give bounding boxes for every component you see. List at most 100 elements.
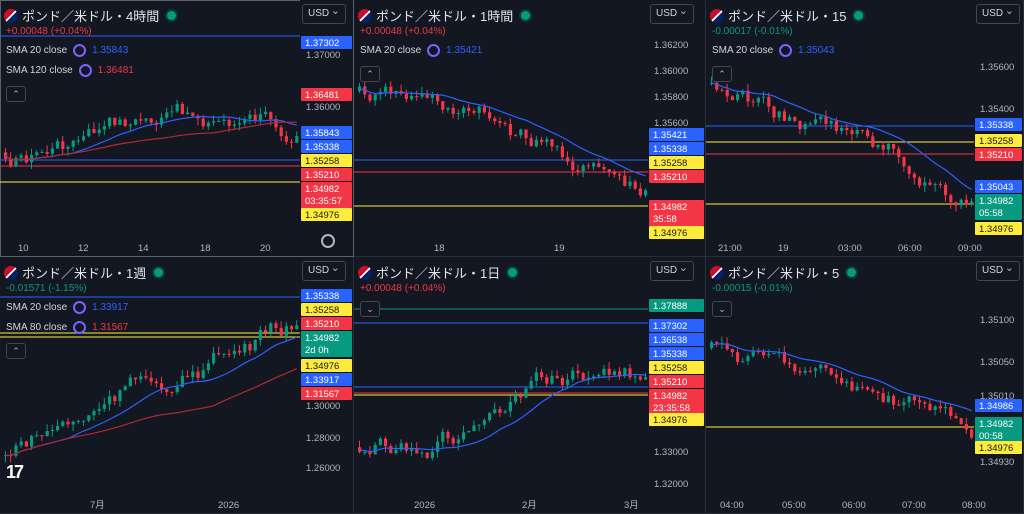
indicator-legend-row[interactable]: SMA 20 close 1.35043 bbox=[712, 44, 834, 57]
price-tag[interactable] bbox=[649, 170, 704, 183]
indicator-legend-row[interactable]: SMA 20 close 1.35843 bbox=[6, 44, 128, 57]
price-tag[interactable] bbox=[301, 303, 352, 316]
currency-select[interactable]: USD bbox=[976, 259, 1020, 281]
sma-20-line[interactable] bbox=[5, 336, 297, 456]
price-axis[interactable] bbox=[974, 257, 1024, 514]
price-tag[interactable] bbox=[975, 134, 1022, 147]
price-tag[interactable] bbox=[649, 128, 704, 141]
currency-select[interactable]: USD bbox=[302, 259, 346, 281]
price-tag[interactable] bbox=[301, 88, 352, 101]
symbol-title[interactable]: ポンド／米ドル・1時間 bbox=[376, 9, 514, 24]
sma-20-line[interactable] bbox=[359, 373, 646, 453]
symbol-title[interactable]: ポンド／米ドル・4時間 bbox=[22, 9, 160, 24]
indicator-settings-icon[interactable] bbox=[73, 321, 87, 334]
price-tag[interactable] bbox=[649, 347, 704, 360]
price-tag[interactable] bbox=[301, 373, 352, 386]
chart-settings-gear-icon[interactable] bbox=[321, 234, 335, 248]
price-tag[interactable] bbox=[975, 417, 1022, 443]
chart-panel-gbpusd-1h[interactable]: 1.36200 1.36000 1.35800 1.35600 18 19 1.35421 1… bbox=[354, 0, 706, 257]
legend-collapse-button[interactable]: ⌃ bbox=[712, 66, 732, 82]
price-tag[interactable] bbox=[649, 389, 704, 415]
price-chart-canvas[interactable]: 1.35100 1.35050 1.35010 1.34930 04:00 05:00 06… bbox=[706, 257, 1024, 514]
indicator-settings-icon[interactable] bbox=[78, 64, 92, 77]
symbol-header[interactable]: ポンド／米ドル・1週 bbox=[4, 263, 164, 282]
indicator-settings-icon[interactable] bbox=[73, 301, 87, 314]
price-tag[interactable] bbox=[301, 359, 352, 372]
price-tag[interactable] bbox=[649, 200, 704, 226]
price-chart-canvas[interactable]: 1.33000 1.32000 2026 2月 3月 1.37888 1.37302 1.36… bbox=[354, 257, 706, 514]
price-tag[interactable] bbox=[301, 182, 352, 208]
symbol-header[interactable]: ポンド／米ドル・1日 bbox=[358, 263, 518, 282]
currency-select[interactable]: USD bbox=[650, 259, 694, 281]
price-tag[interactable] bbox=[649, 226, 704, 239]
price-tag[interactable] bbox=[649, 375, 704, 388]
sma-20-line[interactable] bbox=[359, 88, 646, 177]
price-tag[interactable] bbox=[649, 156, 704, 169]
indicator-legend-row[interactable]: SMA 120 close 1.36481 bbox=[6, 64, 134, 77]
tradingview-logo[interactable]: 17 bbox=[6, 462, 24, 482]
currency-select[interactable]: USD bbox=[976, 2, 1020, 24]
price-tag[interactable] bbox=[649, 361, 704, 374]
chart-panel-gbpusd-1d[interactable]: 1.33000 1.32000 2026 2月 3月 1.37888 1.37302 1.36… bbox=[354, 257, 706, 514]
legend-collapse-button[interactable]: ⌄ bbox=[712, 301, 732, 317]
indicator-legend-row[interactable]: SMA 20 close 1.35421 bbox=[360, 44, 482, 57]
price-tag[interactable] bbox=[301, 317, 352, 330]
price-tag[interactable] bbox=[975, 399, 1022, 412]
price-chart-canvas[interactable]: 1.35600 1.35400 21:00 19 03:00 06:00 09:00 1.35… bbox=[706, 0, 1024, 257]
chart-panel-gbpusd-5m[interactable]: 1.35100 1.35050 1.35010 1.34930 04:00 05:00 06… bbox=[706, 257, 1024, 514]
symbol-title[interactable]: ポンド／米ドル・1週 bbox=[22, 266, 147, 281]
sma-long-line[interactable] bbox=[5, 121, 297, 161]
price-chart-canvas[interactable]: 1.36200 1.36000 1.35800 1.35600 18 19 1.35421 1… bbox=[354, 0, 706, 257]
price-tag[interactable] bbox=[649, 333, 704, 346]
symbol-title[interactable]: ポンド／米ドル・1日 bbox=[376, 266, 501, 281]
symbol-title[interactable]: ポンド／米ドル・15 bbox=[728, 9, 847, 24]
price-tag[interactable] bbox=[301, 140, 352, 153]
currency-select[interactable]: USD bbox=[650, 2, 694, 24]
indicator-settings-icon[interactable] bbox=[73, 44, 87, 57]
candle-body bbox=[378, 438, 382, 445]
legend-collapse-button[interactable]: ⌄ bbox=[360, 301, 380, 317]
legend-collapse-button[interactable]: ⌃ bbox=[360, 66, 380, 82]
price-tag[interactable] bbox=[301, 36, 352, 49]
price-tag[interactable] bbox=[301, 289, 352, 302]
symbol-header[interactable]: ポンド／米ドル・1時間 bbox=[358, 6, 531, 25]
chart-panel-gbpusd-15m[interactable]: 1.35600 1.35400 21:00 19 03:00 06:00 09:00 1.35… bbox=[706, 0, 1024, 257]
indicator-settings-icon[interactable] bbox=[427, 44, 441, 57]
price-tag[interactable] bbox=[301, 126, 352, 139]
price-tag[interactable] bbox=[975, 194, 1022, 220]
price-tag[interactable] bbox=[975, 441, 1022, 454]
sma-long-line[interactable] bbox=[5, 368, 297, 456]
chart-panel-gbpusd-4h[interactable]: 1.370001.360001.3500010121418201.373021.… bbox=[0, 0, 354, 257]
candle-body bbox=[410, 448, 414, 451]
indicator-legend-row[interactable]: SMA 80 close 1.31567 bbox=[6, 321, 128, 334]
symbol-header[interactable]: ポンド／米ドル・4時間 bbox=[4, 6, 177, 25]
price-tag[interactable] bbox=[975, 118, 1022, 131]
price-tag[interactable] bbox=[975, 180, 1022, 193]
price-tag[interactable] bbox=[649, 299, 704, 312]
indicator-settings-icon[interactable] bbox=[779, 44, 793, 57]
sma-20-line[interactable] bbox=[711, 82, 972, 191]
price-tag[interactable] bbox=[975, 222, 1022, 235]
price-chart-canvas[interactable]: 1.30000 1.28000 1.26000 7月 2026 1.35338 1.3525… bbox=[0, 257, 354, 514]
price-tag[interactable] bbox=[649, 413, 704, 426]
price-tag[interactable] bbox=[301, 331, 352, 357]
price-change: +0.00048 (+0.04%) bbox=[6, 26, 92, 37]
symbol-header[interactable]: ポンド／米ドル・15 bbox=[710, 6, 864, 25]
candle-body bbox=[638, 376, 642, 380]
price-tag[interactable] bbox=[301, 208, 352, 221]
indicator-legend-row[interactable]: SMA 20 close 1.33917 bbox=[6, 301, 128, 314]
chart-panel-gbpusd-1w[interactable]: 1.30000 1.28000 1.26000 7月 2026 1.35338 1.3525… bbox=[0, 257, 354, 514]
price-tag[interactable] bbox=[975, 148, 1022, 161]
legend-collapse-button[interactable]: ⌃ bbox=[6, 343, 26, 359]
price-tag[interactable] bbox=[301, 168, 352, 181]
price-tag[interactable] bbox=[301, 154, 352, 167]
price-tag[interactable] bbox=[649, 142, 704, 155]
currency-select[interactable]: USD bbox=[302, 2, 346, 24]
legend-collapse-button[interactable]: ⌃ bbox=[6, 86, 26, 102]
symbol-title[interactable]: ポンド／米ドル・5 bbox=[728, 266, 840, 281]
sma-20-line[interactable] bbox=[711, 343, 972, 412]
price-tag[interactable] bbox=[301, 387, 352, 400]
price-chart-canvas[interactable]: 1.370001.360001.3500010121418201.373021.… bbox=[0, 0, 354, 257]
price-tag[interactable] bbox=[649, 319, 704, 332]
symbol-header[interactable]: ポンド／米ドル・5 bbox=[710, 263, 857, 282]
